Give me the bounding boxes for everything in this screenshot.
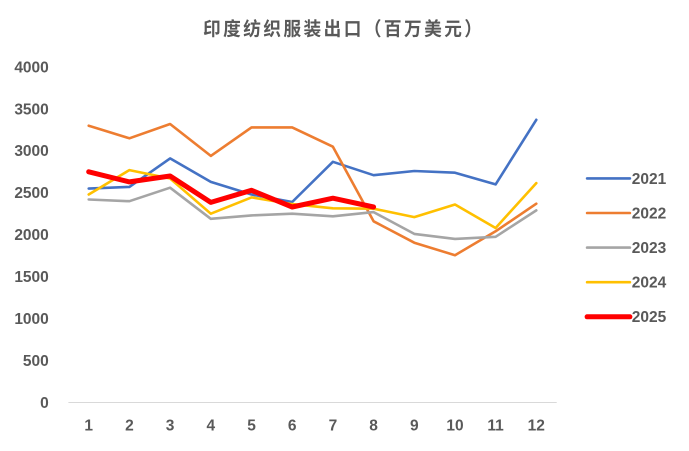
svg-text:3: 3 (166, 417, 175, 434)
svg-text:5: 5 (247, 417, 256, 434)
svg-text:4000: 4000 (14, 59, 48, 76)
svg-text:2025: 2025 (632, 309, 667, 326)
svg-text:2500: 2500 (14, 185, 48, 202)
svg-text:3500: 3500 (14, 101, 48, 118)
svg-text:1000: 1000 (14, 311, 48, 328)
svg-text:2000: 2000 (14, 227, 48, 244)
svg-text:2022: 2022 (632, 205, 666, 222)
svg-text:1500: 1500 (14, 269, 48, 286)
svg-text:2021: 2021 (632, 171, 667, 188)
svg-text:4: 4 (206, 417, 215, 434)
svg-text:7: 7 (329, 417, 338, 434)
svg-text:2: 2 (125, 417, 134, 434)
svg-text:0: 0 (40, 395, 49, 412)
svg-text:11: 11 (487, 417, 504, 434)
svg-text:500: 500 (23, 353, 49, 370)
svg-text:1: 1 (84, 417, 93, 434)
svg-text:8: 8 (369, 417, 378, 434)
svg-text:10: 10 (446, 417, 463, 434)
svg-text:6: 6 (288, 417, 297, 434)
svg-text:12: 12 (528, 417, 545, 434)
svg-text:2023: 2023 (632, 240, 667, 257)
svg-text:2024: 2024 (632, 275, 667, 292)
svg-text:9: 9 (410, 417, 419, 434)
svg-text:3000: 3000 (14, 143, 48, 160)
